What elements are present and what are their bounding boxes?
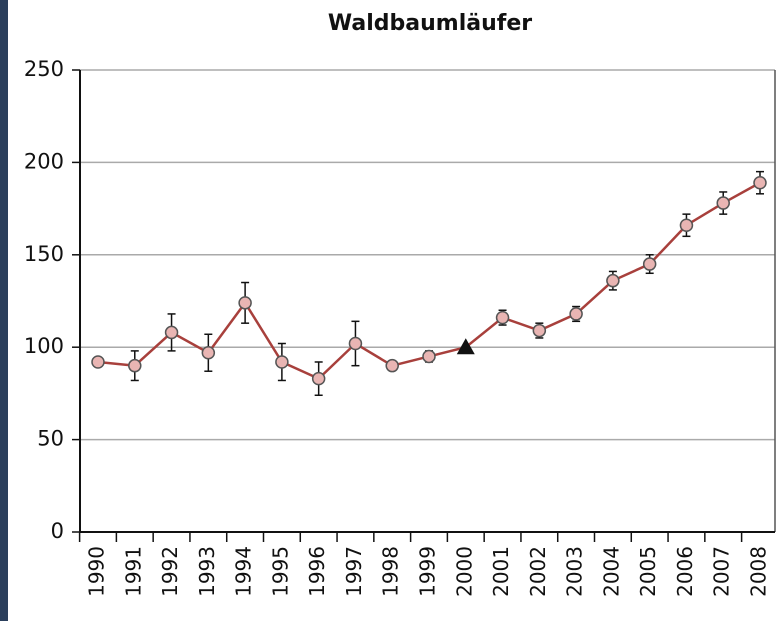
marker xyxy=(642,257,657,271)
marker xyxy=(753,175,767,190)
data-line xyxy=(97,181,761,381)
x-tick-label: 2007 xyxy=(710,546,734,597)
x-tick-label: 1997 xyxy=(342,546,366,597)
y-tick-label: 250 xyxy=(24,57,64,81)
marker xyxy=(238,296,252,310)
marker xyxy=(679,218,694,232)
x-tick-label: 2003 xyxy=(563,546,587,597)
marker xyxy=(128,358,142,373)
x-tick-label: 1996 xyxy=(305,546,329,597)
x-tick-label: 1990 xyxy=(85,546,109,597)
y-tick-label: 50 xyxy=(37,427,64,451)
marker xyxy=(348,336,363,351)
marker xyxy=(532,323,547,338)
marker xyxy=(164,325,179,340)
x-tick-label: 2008 xyxy=(747,546,771,597)
x-tick-label: 1999 xyxy=(416,546,440,597)
x-tick-label: 1995 xyxy=(268,546,292,597)
marker xyxy=(606,273,620,288)
chart-title: Waldbaumläufer xyxy=(328,11,532,36)
x-tick-label: 1993 xyxy=(195,546,219,597)
x-tick-label: 2006 xyxy=(673,546,697,597)
y-tick-label: 100 xyxy=(24,334,64,358)
y-tick-label: 0 xyxy=(51,519,64,543)
marker xyxy=(311,371,326,386)
marker xyxy=(422,349,436,364)
x-tick-label: 2002 xyxy=(526,546,550,597)
x-tick-label: 2005 xyxy=(636,546,660,597)
x-tick-label: 1992 xyxy=(158,546,182,597)
marker xyxy=(456,338,475,355)
marker xyxy=(495,310,510,325)
x-tick-label: 1998 xyxy=(379,546,403,597)
marker xyxy=(201,345,216,360)
x-tick-label: 2004 xyxy=(599,546,623,597)
x-tick-label: 1994 xyxy=(232,546,256,597)
y-tick-label: 150 xyxy=(24,242,64,266)
marker xyxy=(716,196,730,210)
marker xyxy=(275,355,289,369)
y-tick-label: 200 xyxy=(24,149,64,173)
x-tick-label: 2001 xyxy=(489,546,513,597)
background-strip xyxy=(0,0,8,621)
x-tick-label: 1991 xyxy=(121,546,145,597)
x-tick-label: 2000 xyxy=(452,546,476,597)
marker xyxy=(569,307,583,321)
marker xyxy=(385,358,399,373)
marker xyxy=(91,355,105,369)
